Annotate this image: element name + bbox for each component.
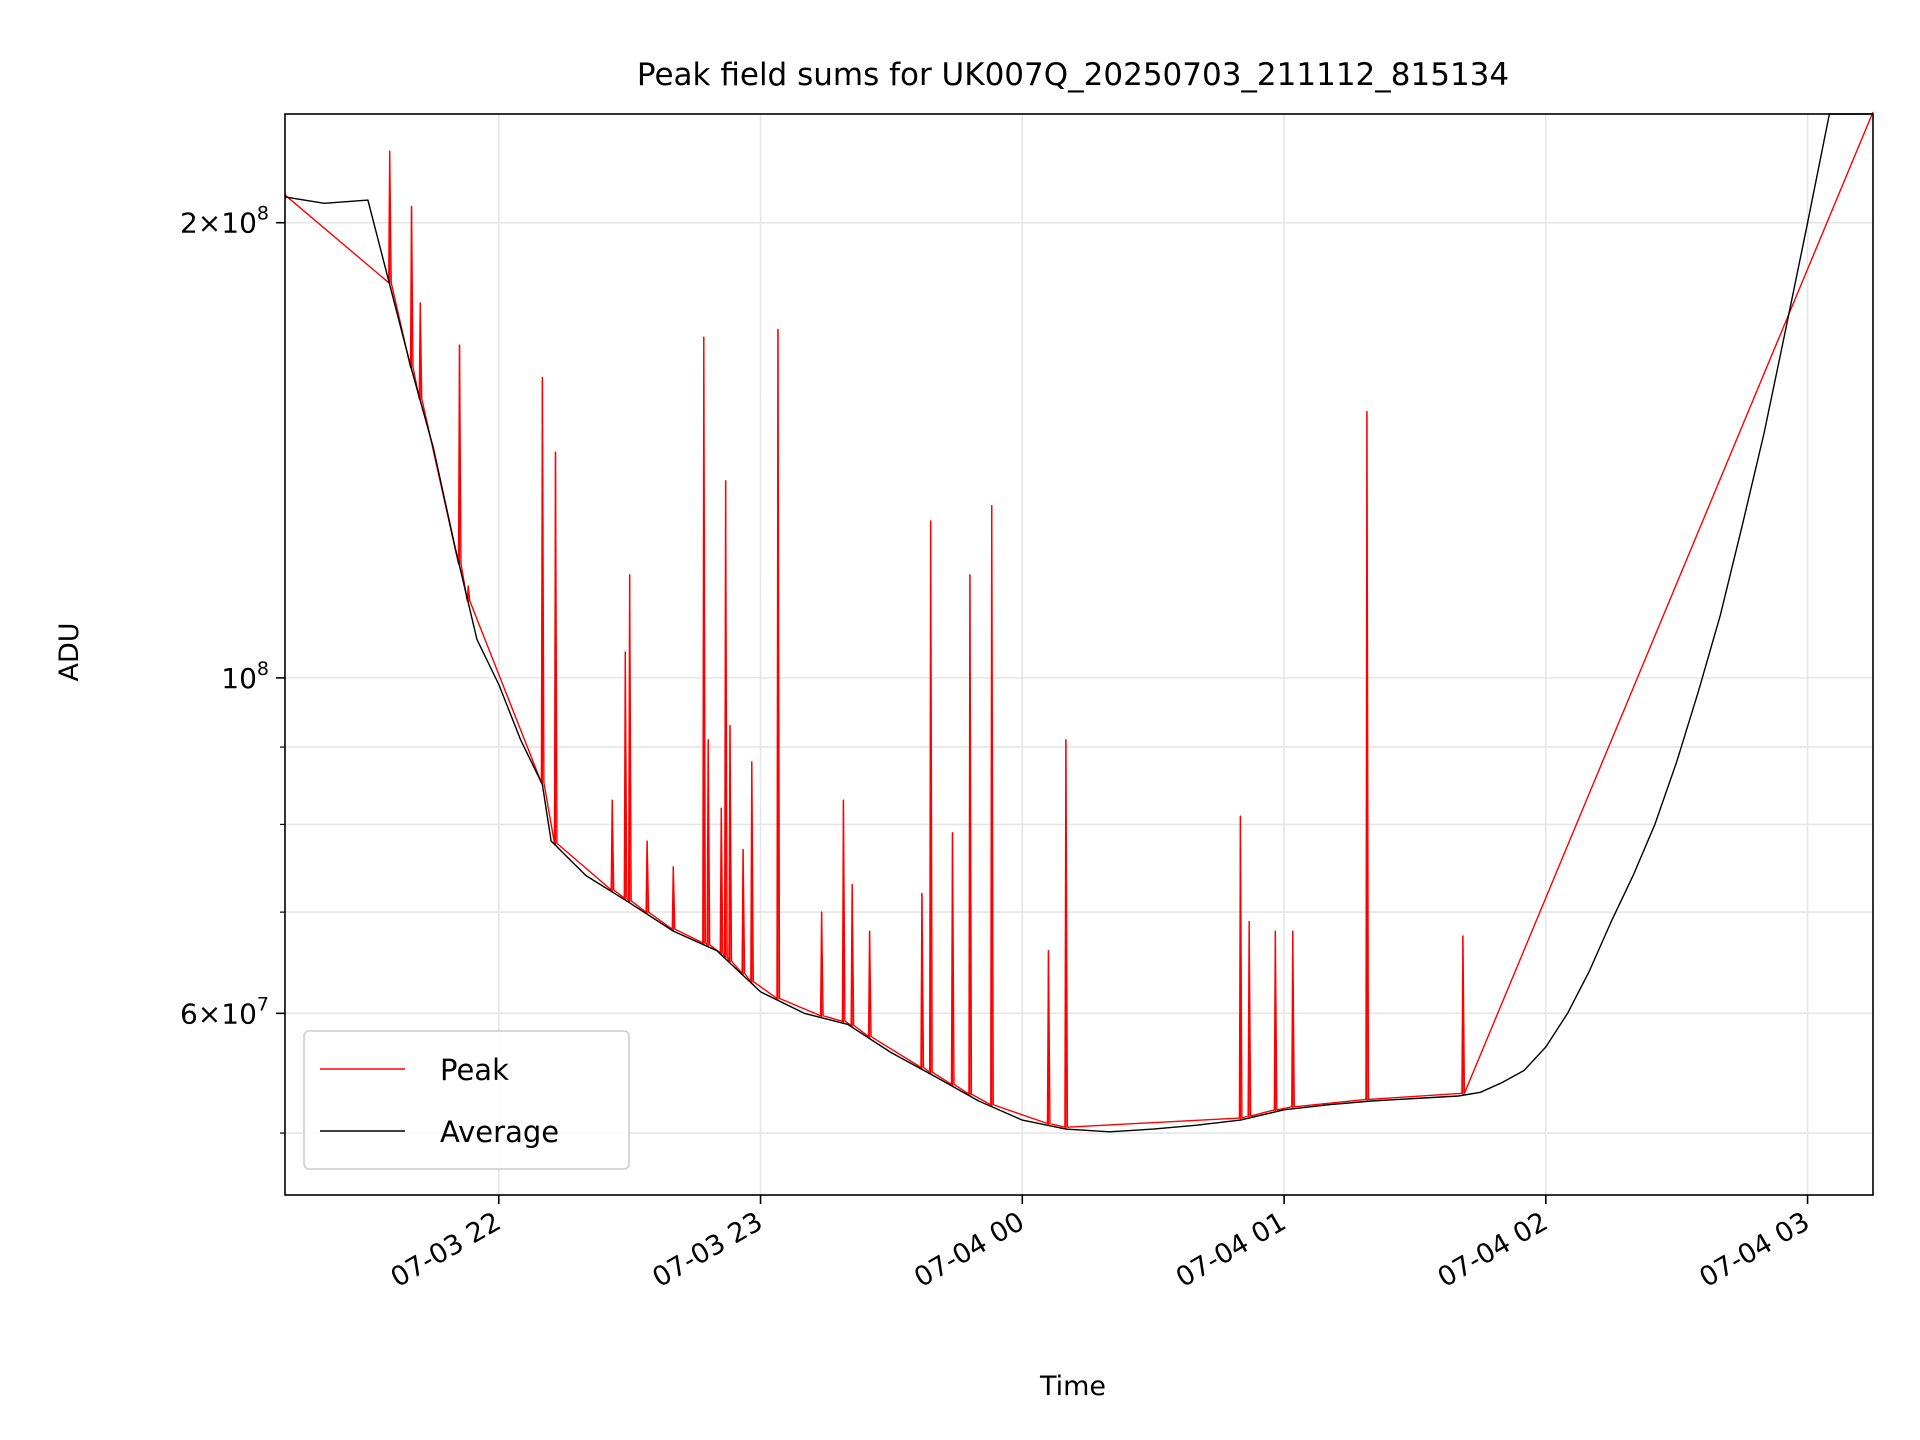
- legend-label-peak: Peak: [440, 1053, 509, 1087]
- x-tick-label: 07-03 22: [386, 1206, 507, 1294]
- y-tick-label-sep: ×: [198, 207, 221, 240]
- y-tick-label-exponent: 8: [257, 658, 269, 680]
- x-tick-label: 07-04 03: [1694, 1206, 1815, 1294]
- x-tick-label: 07-04 01: [1171, 1206, 1292, 1294]
- x-tick-label: 07-04 00: [909, 1206, 1030, 1294]
- y-tick-label: 6×107: [180, 993, 269, 1030]
- y-tick-label-base: 2: [180, 207, 198, 240]
- y-tick-label: 108: [221, 658, 269, 695]
- y-tick-label-exp-base: 10: [221, 997, 257, 1030]
- y-tick-label: 2×108: [180, 203, 269, 240]
- x-tick-label: 07-04 02: [1433, 1206, 1554, 1294]
- axes-frame: [284, 113, 1874, 1196]
- legend-label-average: Average: [440, 1115, 559, 1149]
- series-peak-line: [284, 111, 1874, 1128]
- legend-box: [303, 1030, 630, 1170]
- y-axis-label: ADU: [54, 622, 85, 681]
- y-tick-label-base: 6: [180, 997, 198, 1030]
- legend: Peak Average: [303, 1030, 630, 1170]
- y-tick-label-exponent: 7: [257, 993, 269, 1015]
- y-tick-label-exponent: 8: [257, 203, 269, 225]
- plot-area: [284, 111, 1874, 1133]
- y-tick-label-exp-base: 10: [221, 207, 257, 240]
- y-tick-label-sep: ×: [198, 997, 221, 1030]
- x-axis-label: Time: [1039, 1371, 1106, 1402]
- y-tick-label-exp-base: 10: [221, 662, 257, 695]
- chart-title: Peak field sums for UK007Q_20250703_2111…: [637, 57, 1509, 93]
- x-tick-label: 07-03 23: [647, 1206, 768, 1294]
- series-average-line: [284, 113, 1873, 1133]
